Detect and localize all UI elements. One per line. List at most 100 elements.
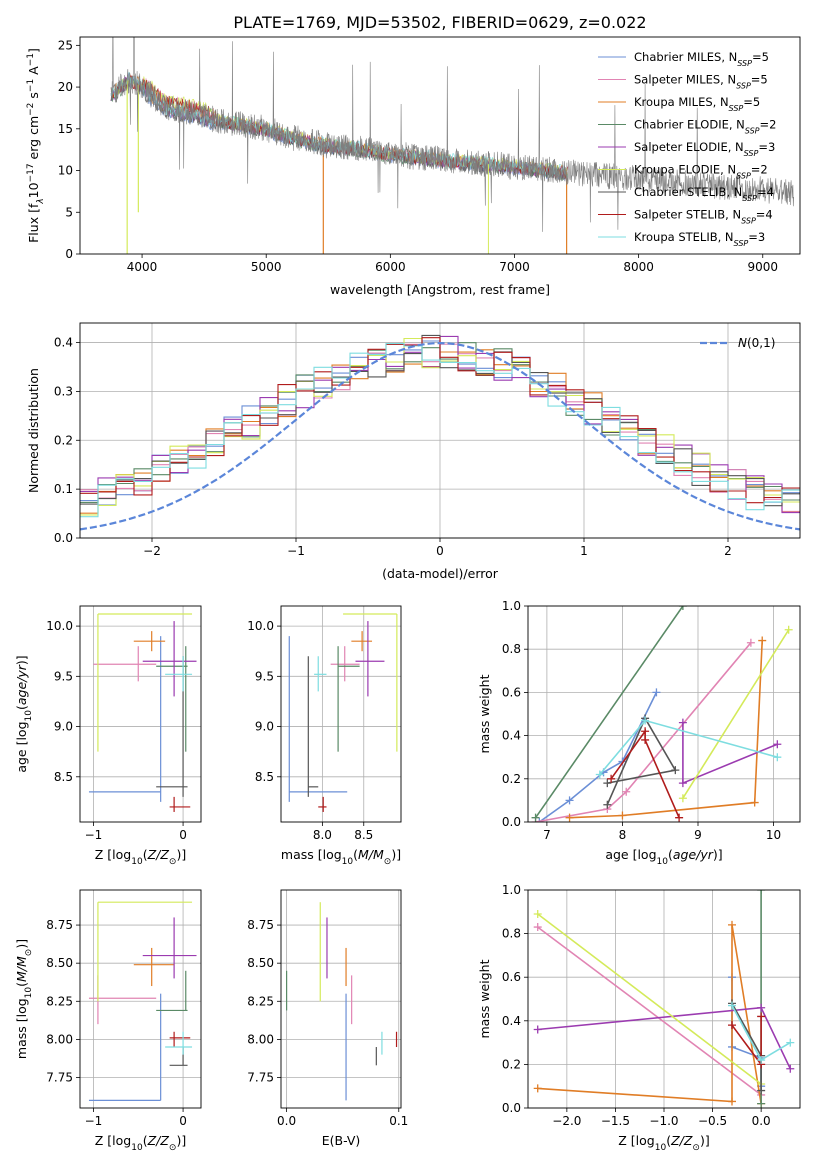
x-axis-label: mass [log10(M/M⊙)] <box>281 847 401 867</box>
errorbar-kroupa-miles <box>351 631 373 652</box>
y-tick-label: 0.8 <box>502 927 521 941</box>
y-tick-label: 0.8 <box>502 642 521 656</box>
series-point <box>746 638 755 647</box>
y-tick-label: 0 <box>65 247 73 261</box>
y-tick-label: 0.1 <box>54 482 73 496</box>
y-tick-label: 0.0 <box>54 531 73 545</box>
series-point <box>757 1003 766 1012</box>
series-point <box>641 716 650 725</box>
axes: −2 −1 0 1 2 0.0 0.1 0.2 0.3 0.4 (data-model)/error… <box>26 322 801 581</box>
legend-label: N(0,1) <box>738 336 775 350</box>
legend-label: Chabrier ELODIE, NSSP=2 <box>634 118 776 136</box>
axes: 4000 5000 6000 7000 8000 9000 0 5 10 15 20 25 wavele… <box>26 36 801 297</box>
y-tick-label: 1.0 <box>502 883 521 897</box>
plot-area <box>110 37 794 254</box>
series-point <box>728 1097 736 1106</box>
series-point <box>757 1056 766 1065</box>
errorbar-chabrier-miles <box>88 636 162 802</box>
y-tick-label: 7.75 <box>247 1071 274 1085</box>
x-axis-label: age [log10(age/yr)] <box>605 847 722 867</box>
x-tick-label: 9 <box>694 828 702 842</box>
x-tick-label: 7 <box>543 828 551 842</box>
normal-distribution-curve <box>80 341 800 531</box>
series-line <box>534 606 684 819</box>
series-point <box>641 735 650 744</box>
y-tick-label: 0.2 <box>502 772 521 786</box>
residual-histogram-panel: −2 −1 0 1 2 0.0 0.1 0.2 0.3 0.4 (data-model)/error… <box>26 322 801 581</box>
series-point <box>603 800 612 809</box>
series-point <box>565 813 574 822</box>
age-vs-metallicity-panel: −1 0 8.5 9.0 9.5 10.0 Z [log10(Z/Z⊙)] age [log1… <box>14 605 202 867</box>
errorbar-salpeter-stelib <box>169 1031 191 1048</box>
plot-area <box>288 613 398 812</box>
x-tick-label: 8.0 <box>313 828 332 842</box>
series-salpeter-stelib <box>607 727 684 822</box>
axes: −1 0 7.75 8.00 8.25 8.50 8.75 Z [log10(Z/Z⊙)] ma… <box>14 889 202 1153</box>
errorbar-salpeter-elodie <box>142 917 197 979</box>
mass-vs-extinction-panel: 0.0 0.1 7.75 8.00 8.25 8.50 8.75 E(B-V) <box>247 889 408 1148</box>
errorbar-kroupa-miles <box>133 947 175 987</box>
y-tick-label: 5 <box>65 205 73 219</box>
series-point <box>618 811 627 820</box>
series-point <box>728 1021 736 1030</box>
axes-frame <box>280 605 402 823</box>
series-line <box>606 716 677 806</box>
errorbar-chabrier-miles <box>288 636 348 802</box>
legend-item-salpeter-stelib: Salpeter STELIB, NSSP=4 <box>598 208 773 225</box>
x-tick-label: −2 <box>143 544 161 558</box>
y-tick-label: 8.50 <box>46 956 73 970</box>
axes-frame <box>79 36 801 255</box>
y-axis-label: Flux [fλ10−17 erg cm−2 s−1 A−1] <box>26 48 46 243</box>
y-tick-label: 0.6 <box>502 685 521 699</box>
y-tick-label: 0.6 <box>502 970 521 984</box>
y-tick-label: 10.0 <box>247 619 274 633</box>
x-tick-label: −1 <box>85 1114 103 1128</box>
y-tick-label: 8.25 <box>46 994 73 1008</box>
series-chabrier-elodie <box>531 606 687 822</box>
grid <box>281 890 401 1108</box>
y-tick-label: 8.00 <box>46 1032 73 1046</box>
legend-item-chabrier-elodie: Chabrier ELODIE, NSSP=2 <box>598 118 776 136</box>
legend-label: Kroupa MILES, NSSP=5 <box>634 95 760 113</box>
y-tick-label: 7.75 <box>46 1071 73 1085</box>
x-tick-label: 10 <box>766 828 781 842</box>
x-tick-label: 2 <box>724 544 732 558</box>
axes: −2.0 −1.5 −1.0 −0.5 0.0 0.0 0.2 0.4 0.6 0.8 1.0 Z [… <box>477 883 801 1153</box>
plot-area <box>531 606 793 822</box>
y-tick-label: 8.75 <box>46 918 73 932</box>
errorbar-kroupa-elodie <box>343 613 398 752</box>
series-point <box>565 796 574 805</box>
x-tick-label: 0.0 <box>277 1114 296 1128</box>
series-point <box>786 1038 795 1047</box>
legend-item-kroupa-miles: Kroupa MILES, NSSP=5 <box>598 95 760 113</box>
axes: −1 0 8.5 9.0 9.5 10.0 Z [log10(Z/Z⊙)] age [log1… <box>14 605 202 867</box>
errorbar-salpeter-stelib <box>169 796 191 812</box>
series-point <box>757 1012 766 1021</box>
series-point <box>531 813 540 822</box>
series-point <box>784 625 793 634</box>
y-tick-label: 0.0 <box>502 815 521 829</box>
series-salpeter-stelib <box>728 1012 766 1069</box>
x-tick-label: −1 <box>287 544 305 558</box>
axes: 0.0 0.1 7.75 8.00 8.25 8.50 8.75 E(B-V) <box>247 889 408 1148</box>
series-point <box>750 798 759 807</box>
series-line <box>535 642 752 822</box>
series-point <box>595 770 604 779</box>
errorbar-kroupa-elodie <box>97 613 193 752</box>
series-point <box>675 813 684 822</box>
errorbar-kroupa-stelib <box>165 1031 193 1055</box>
series-point <box>678 794 687 803</box>
x-tick-label: 1 <box>580 544 588 558</box>
series-point <box>728 1001 736 1010</box>
errorbar-salpeter-elodie <box>142 621 197 697</box>
y-tick-label: 0.4 <box>502 1014 521 1028</box>
histogram-kroupa-stelib <box>80 343 800 518</box>
legend-label: Kroupa ELODIE, NSSP=2 <box>634 163 768 181</box>
series-point <box>533 909 542 918</box>
y-tick-label: 10.0 <box>46 619 73 633</box>
x-axis-label: Z [log10(Z/Z⊙)] <box>618 1133 709 1153</box>
errorbar-salpeter-miles <box>93 646 157 682</box>
legend-item-salpeter-miles: Salpeter MILES, NSSP=5 <box>598 73 768 90</box>
y-tick-label: 9.0 <box>255 720 274 734</box>
